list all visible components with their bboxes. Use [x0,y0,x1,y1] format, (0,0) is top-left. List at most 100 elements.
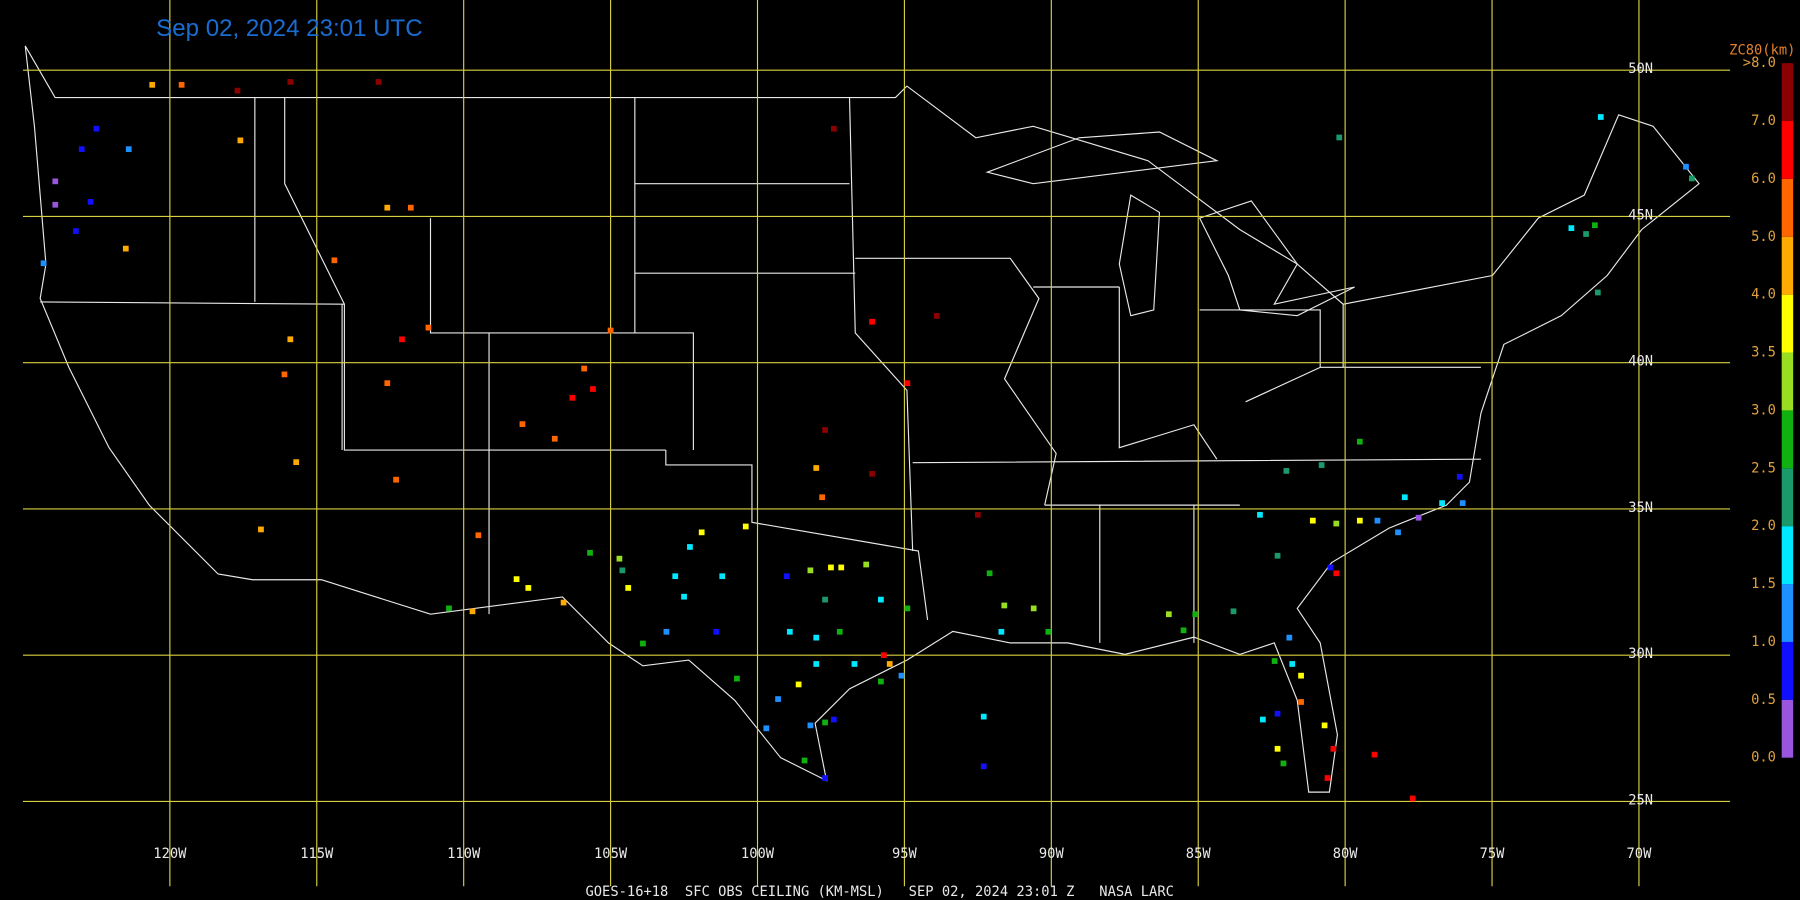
lake-superior [985,131,1219,185]
lon-label: 75W [1480,846,1506,862]
station-obs [681,593,687,600]
lat-label: 50N [1628,61,1653,77]
station-obs [1439,500,1445,506]
station-obs [822,775,828,781]
station-obs [869,318,875,325]
station-obs [87,198,94,205]
station-obs [1415,514,1422,521]
station-obs [525,585,532,591]
station-obs [1030,605,1037,612]
colorbar-band [1781,294,1794,353]
colorbar-label: 4.0 [1751,287,1776,303]
map-title: Sep 02, 2024 23:01 UTC [156,15,423,42]
station-obs [1568,225,1575,232]
graticule: 120W 115W 110W 105W 100W 95W 90W 85W 80W 75W 70W 50… [22,0,1731,887]
station-obs [1688,175,1695,182]
station-obs [40,260,47,267]
station-obs [1298,699,1304,705]
lon-label: 80W [1333,846,1359,862]
colorbar-band [1781,410,1794,469]
station-obs [687,544,693,550]
colorbar-title: ZC80(km) [1729,43,1795,59]
station-obs [1257,511,1263,518]
station-obs [1309,517,1316,524]
station-obs [1230,608,1237,615]
station-obs [393,476,399,483]
station-obs [384,204,391,211]
station-obs [904,605,911,612]
station-obs [1180,627,1187,634]
colorbar-label: 0.0 [1751,750,1776,766]
lon-label: 100W [741,846,775,862]
station-obs [375,79,382,85]
station-obs [1395,529,1401,536]
station-obs [831,716,837,723]
lon-label: 95W [892,846,918,862]
colorbar-label: 5.0 [1751,229,1776,245]
station-obs [1271,658,1278,664]
colorbar-label: 1.5 [1751,576,1776,592]
station-obs [1274,552,1281,559]
station-obs [258,526,264,533]
station-obs [619,567,626,574]
station-obs [763,725,770,732]
station-obs [475,532,482,539]
station-obs [1594,289,1601,296]
colorbar-band [1781,699,1794,758]
lon-label: 70W [1627,846,1653,862]
colorbar-label: 0.5 [1751,692,1776,708]
station-obs [980,713,987,720]
colorbar-label: 3.5 [1751,345,1776,361]
colorbar-label: 7.0 [1751,113,1776,129]
station-obs [822,719,828,726]
station-obs [1274,745,1281,752]
station-obs [813,661,820,667]
station-obs [1045,628,1052,635]
station-obs [551,435,558,442]
state-lines [40,97,1481,643]
station-obs [287,336,294,343]
station-obs [672,573,679,580]
station-obs [807,567,814,574]
station-obs [813,634,820,641]
station-obs [616,555,623,562]
station-obs [1592,222,1598,229]
station-obs [149,81,156,88]
station-obs [1280,760,1287,767]
station-obs [590,386,596,392]
station-obs [878,678,884,685]
station-obs [125,146,132,153]
colorbar-label: 1.0 [1751,634,1776,650]
colorbar-label: 2.0 [1751,518,1776,534]
station-obs [1192,611,1199,618]
station-obs [425,324,432,331]
station-obs [1333,570,1340,577]
colorbar-band [1781,584,1794,642]
station-obs [813,465,820,471]
colorbar-band [1781,121,1794,179]
station-obs [1286,634,1293,641]
station-obs [52,178,59,185]
station-obs [1327,564,1334,571]
station-obs [1333,520,1340,527]
colorbar: 0.0 0.5 1.0 1.5 2.0 2.5 3.0 3.5 4.0 5.0 6.0 7.0 >8.0… [1729,43,1795,766]
station-obs [1165,611,1172,618]
station-obs [178,81,185,88]
lat-label: 30N [1628,646,1653,662]
station-obs [904,380,911,387]
station-obs [851,661,858,667]
station-obs [399,336,405,343]
station-obs [384,380,391,387]
station-obs [986,570,993,577]
station-obs [880,652,887,659]
boundaries [24,45,1700,793]
colorbar-label: 2.5 [1751,460,1776,476]
station-obs [775,696,781,702]
station-obs [625,585,632,591]
station-obs [1318,462,1325,468]
lake-michigan [1118,194,1161,317]
station-obs [786,628,793,635]
station-obs [1597,114,1604,120]
